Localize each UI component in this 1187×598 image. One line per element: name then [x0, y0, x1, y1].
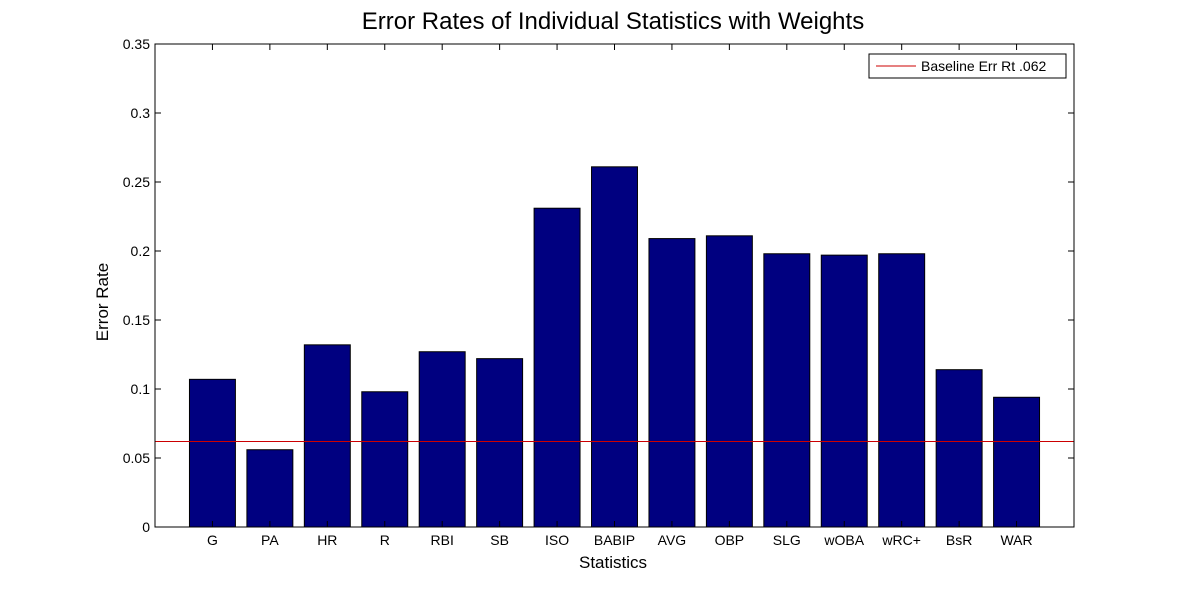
- y-tick-label: 0.1: [131, 381, 151, 397]
- x-tick-label: BsR: [946, 532, 972, 548]
- x-tick-label: SLG: [773, 532, 801, 548]
- bar-r: [361, 391, 409, 528]
- y-tick-label: 0.35: [123, 36, 150, 52]
- x-tick-label: wRC+: [881, 532, 921, 548]
- y-axis-title: Error Rate: [93, 263, 112, 341]
- bar-bsr: [935, 369, 983, 528]
- chart-title: Error Rates of Individual Statistics wit…: [362, 8, 864, 35]
- x-tick-label: SB: [490, 532, 509, 548]
- bar-pa: [246, 449, 294, 528]
- x-tick-label: RBI: [431, 532, 454, 548]
- y-tick-label: 0: [142, 519, 150, 535]
- axes-group: 0 0.05 0.1 0.15 0.2 0.25 0.3 0.35 G PA HR R RBI SB ISO…: [123, 36, 1075, 548]
- bar-babip: [591, 166, 638, 528]
- bar-sb: [476, 358, 524, 528]
- bar-avg: [648, 238, 696, 528]
- legend: Baseline Err Rt .062: [868, 53, 1067, 79]
- y-tick-label: 0.25: [123, 174, 150, 190]
- y-tick-label: 0.2: [131, 243, 151, 259]
- x-tick-label: BABIP: [594, 532, 635, 548]
- x-tick-label: PA: [261, 532, 279, 548]
- bar-slg: [763, 253, 811, 528]
- x-tick-label: HR: [317, 532, 337, 548]
- x-tick-label: OBP: [715, 532, 745, 548]
- x-tick-label: R: [380, 532, 390, 548]
- bar-g: [188, 378, 236, 528]
- x-tick-label: WAR: [1000, 532, 1032, 548]
- bar-rbi: [418, 351, 466, 528]
- y-tick-label: 0.15: [123, 312, 150, 328]
- x-axis-title: Statistics: [579, 553, 647, 572]
- bar-hr: [303, 344, 351, 528]
- bar-woba: [820, 254, 868, 528]
- x-tick-label: AVG: [658, 532, 687, 548]
- bar-iso: [533, 207, 581, 528]
- bar-wrc: [878, 253, 926, 528]
- x-tick-label: G: [207, 532, 218, 548]
- x-tick-label: wOBA: [823, 532, 864, 548]
- bar-obp: [705, 235, 753, 528]
- y-tick-label: 0.3: [131, 105, 151, 121]
- legend-label: Baseline Err Rt .062: [921, 58, 1046, 74]
- bar-war: [993, 396, 1041, 528]
- bars-group: [188, 166, 1041, 528]
- x-tick-label: ISO: [545, 532, 569, 548]
- y-tick-label: 0.05: [123, 450, 150, 466]
